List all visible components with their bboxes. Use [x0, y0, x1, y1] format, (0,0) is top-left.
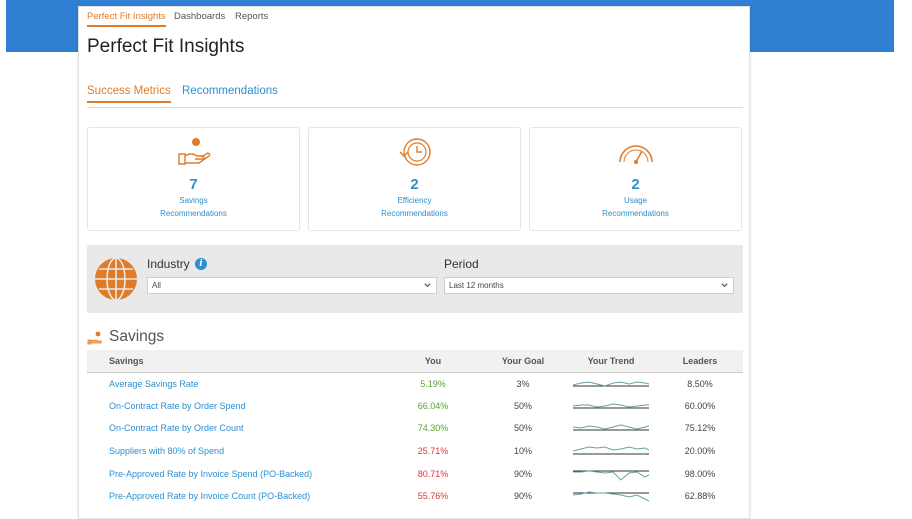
nav-dashboards[interactable]: Dashboards — [174, 11, 226, 22]
usage-sublabel: Recommendations — [602, 209, 669, 218]
table-row: On-Contract Rate by Order Count 74.30% 5… — [87, 417, 743, 440]
savings-table: Savings You Your Goal Your Trend Leaders… — [87, 350, 743, 508]
table-row: On-Contract Rate by Order Spend 66.04% 5… — [87, 395, 743, 418]
top-nav: Perfect Fit Insights Dashboards Reports — [79, 7, 749, 29]
you-value: 5.19% — [420, 378, 446, 389]
trend-sparkline — [573, 381, 649, 387]
metric-name-link[interactable]: Average Savings Rate — [109, 378, 199, 389]
trend-sparkline — [573, 446, 649, 455]
leaders-value: 8.50% — [687, 378, 713, 389]
usage-recommendations-card[interactable]: 2 Usage Recommendations — [529, 127, 742, 231]
industry-select[interactable]: All — [147, 277, 437, 294]
trend-sparkline — [573, 491, 649, 502]
leaders-value: 20.00% — [684, 446, 716, 457]
globe-icon — [95, 257, 137, 301]
col-leaders: Leaders — [657, 350, 743, 373]
you-value: 25.71% — [417, 446, 449, 457]
hand-coins-icon — [87, 331, 102, 345]
trend-sparkline — [573, 424, 649, 431]
metric-name-link[interactable]: On-Contract Rate by Order Spend — [109, 400, 246, 411]
table-header-row: Savings You Your Goal Your Trend Leaders — [87, 350, 743, 373]
savings-label: Savings — [179, 196, 208, 205]
trend-sparkline — [573, 403, 649, 409]
tab-success-metrics[interactable]: Success Metrics — [87, 85, 171, 103]
nav-reports[interactable]: Reports — [235, 11, 269, 22]
table-row: Pre-Approved Rate by Invoice Spend (PO-B… — [87, 462, 743, 485]
usage-label: Usage — [623, 196, 648, 205]
subtabs: Success Metrics Recommendations — [87, 85, 743, 108]
goal-value: 50% — [513, 400, 532, 411]
you-value: 74.30% — [417, 423, 449, 434]
efficiency-sublabel: Recommendations — [381, 209, 448, 218]
leaders-value: 98.00% — [684, 468, 716, 479]
table-row: Average Savings Rate 5.19% 3% 8.50% — [87, 372, 743, 395]
nav-perfect-fit-insights[interactable]: Perfect Fit Insights — [87, 11, 166, 27]
goal-value: 3% — [516, 378, 530, 389]
metric-name-link[interactable]: Pre-Approved Rate by Invoice Count (PO-B… — [109, 491, 311, 502]
savings-title: Savings — [109, 328, 165, 345]
col-your-goal: Your Goal — [481, 350, 565, 373]
trend-cell — [565, 417, 657, 440]
trend-cell — [565, 485, 657, 508]
clock-history-icon — [399, 138, 431, 166]
goal-value: 90% — [513, 491, 532, 502]
savings-count: 7 — [189, 176, 198, 193]
hand-money-icon — [177, 138, 210, 165]
leaders-value: 60.00% — [684, 400, 716, 411]
industry-label: Industry — [147, 257, 190, 271]
trend-cell — [565, 440, 657, 463]
goal-value: 10% — [513, 446, 532, 457]
period-select[interactable]: Last 12 months — [444, 277, 734, 294]
you-value: 66.04% — [417, 400, 449, 411]
efficiency-label: Efficiency — [397, 196, 432, 205]
chevron-down-icon — [424, 283, 431, 288]
savings-recommendations-card[interactable]: 7 Savings Recommendations — [87, 127, 300, 231]
col-savings: Savings — [87, 350, 385, 373]
period-select-value: Last 12 months — [449, 281, 504, 290]
leaders-value: 62.88% — [684, 491, 716, 502]
leaders-value: 75.12% — [684, 423, 716, 434]
you-value: 55.76% — [417, 491, 449, 502]
col-you: You — [385, 350, 481, 373]
industry-select-value: All — [152, 281, 161, 290]
period-label: Period — [444, 257, 479, 271]
gauge-icon — [618, 145, 653, 164]
info-icon[interactable]: i — [195, 258, 207, 270]
goal-value: 90% — [513, 468, 532, 479]
goal-value: 50% — [513, 423, 532, 434]
page-title: Perfect Fit Insights — [87, 36, 245, 57]
trend-sparkline — [573, 470, 649, 481]
insights-panel: Perfect Fit Insights Dashboards Reports … — [78, 6, 750, 519]
chevron-down-icon — [721, 283, 728, 288]
col-your-trend: Your Trend — [565, 350, 657, 373]
you-value: 80.71% — [417, 468, 449, 479]
efficiency-recommendations-card[interactable]: 2 Efficiency Recommendations — [308, 127, 521, 231]
savings-section-header: Savings — [87, 327, 287, 349]
efficiency-count: 2 — [410, 176, 419, 193]
metric-name-link[interactable]: Suppliers with 80% of Spend — [109, 446, 225, 457]
table-row: Suppliers with 80% of Spend 25.71% 10% 2… — [87, 440, 743, 463]
trend-cell — [565, 372, 657, 395]
table-row: Pre-Approved Rate by Invoice Count (PO-B… — [87, 485, 743, 508]
usage-count: 2 — [631, 176, 640, 193]
savings-sublabel: Recommendations — [160, 209, 227, 218]
metric-name-link[interactable]: On-Contract Rate by Order Count — [109, 423, 244, 434]
filter-bar: Industry i All Period Last 12 months — [87, 245, 743, 313]
metric-name-link[interactable]: Pre-Approved Rate by Invoice Spend (PO-B… — [109, 468, 313, 479]
trend-cell — [565, 462, 657, 485]
trend-cell — [565, 395, 657, 418]
tab-recommendations[interactable]: Recommendations — [182, 85, 278, 97]
